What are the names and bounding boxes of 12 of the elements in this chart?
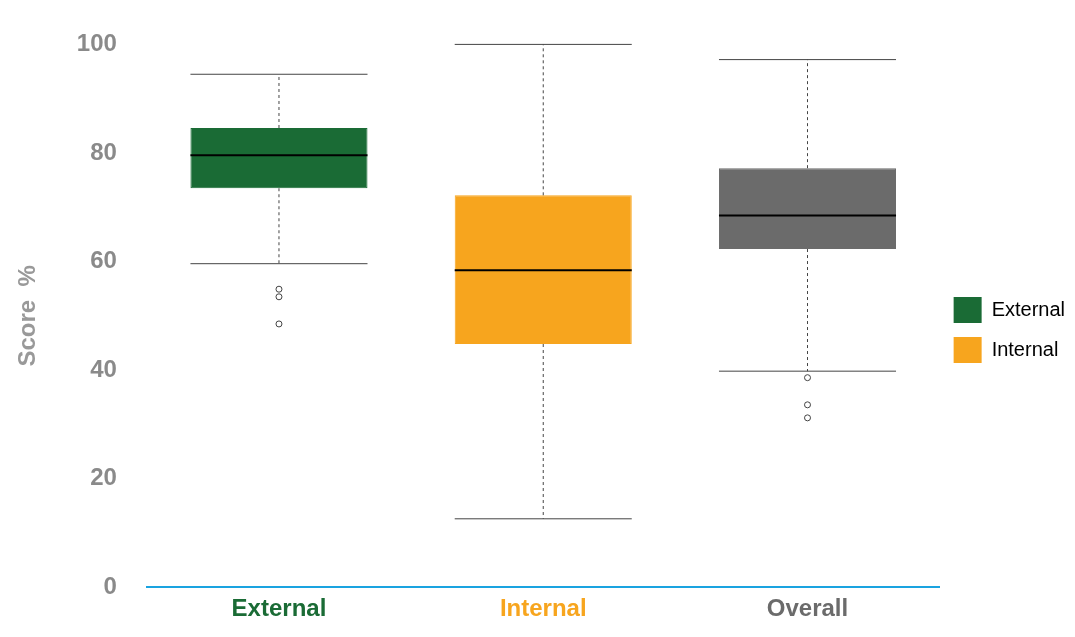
y-tick-label: 60 [90, 246, 117, 274]
y-tick-label: 100 [76, 29, 117, 57]
y-tick-label: 80 [90, 137, 117, 165]
y-tick-label: 40 [90, 354, 117, 382]
x-tick-label: External [231, 594, 327, 622]
y-axis-title: Score % [13, 265, 41, 367]
legend-label: Internal [991, 337, 1059, 360]
legend-label: External [991, 297, 1066, 320]
y-tick-label: 0 [103, 571, 117, 599]
x-tick-label: Internal [499, 594, 587, 622]
y-tick-label: 20 [90, 463, 117, 491]
x-tick-label: Overall [766, 594, 849, 622]
